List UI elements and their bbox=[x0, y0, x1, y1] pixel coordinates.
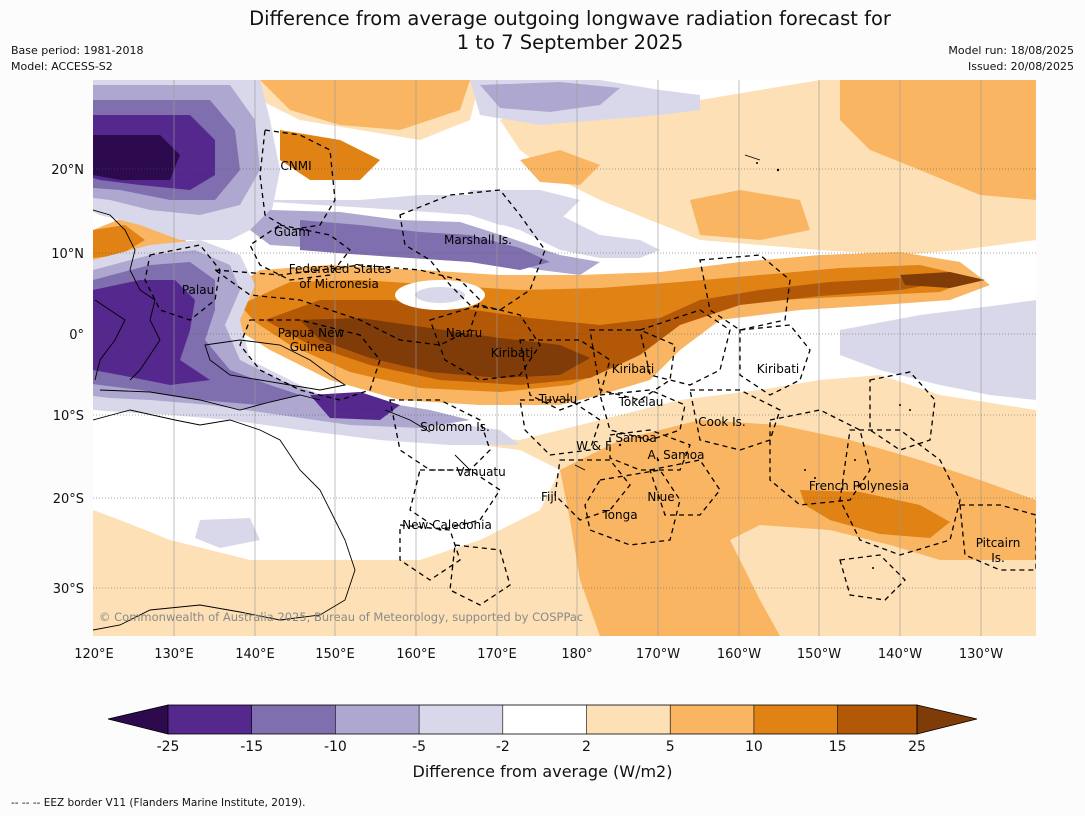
label-fiji: Fiji bbox=[541, 490, 557, 504]
lat-tick-label: 20°N bbox=[51, 163, 84, 178]
map-title-line2: 1 to 7 September 2025 bbox=[456, 31, 684, 54]
colorbar-high-extension bbox=[916, 704, 978, 735]
colorbar-segment bbox=[753, 705, 838, 734]
lon-tick-label: 130°E bbox=[154, 647, 194, 662]
label-cook-is: Cook Is. bbox=[698, 415, 745, 429]
lat-tick-label: 0° bbox=[69, 328, 84, 343]
lon-tick-label: 140°W bbox=[878, 647, 922, 662]
latitude-axis: 20°N 10°N 0° 10°S 20°S 30°S bbox=[51, 163, 84, 597]
colorbar-tick-label: 5 bbox=[666, 739, 675, 755]
model-run: Model run: 18/08/2025 bbox=[948, 44, 1074, 57]
label-kiribati-east: Kiribati bbox=[757, 362, 799, 376]
longitude-axis: 120°E 130°E 140°E 150°E 160°E 170°E 180°… bbox=[74, 647, 1003, 662]
label-png-line1: Papua New bbox=[278, 326, 345, 340]
meta-right: Model run: 18/08/2025 Issued: 20/08/2025 bbox=[948, 43, 1074, 75]
lat-tick-label: 10°S bbox=[53, 409, 84, 424]
label-png-line2: Guinea bbox=[290, 340, 333, 354]
colorbar-title: Difference from average (W/m2) bbox=[412, 762, 673, 781]
lon-tick-label: 170°E bbox=[477, 647, 517, 662]
lon-tick-label: 150°W bbox=[797, 647, 841, 662]
label-pitcairn-line1: Pitcairn bbox=[976, 536, 1021, 550]
lon-tick-label: 150°E bbox=[315, 647, 355, 662]
label-tokelau: Tokelau bbox=[618, 395, 664, 409]
island-dots bbox=[618, 162, 911, 569]
meta-left: Base period: 1981-2018 Model: ACCESS-S2 bbox=[11, 43, 143, 75]
anomaly-fill-orange bbox=[93, 80, 1036, 636]
lon-tick-label: 160°E bbox=[396, 647, 436, 662]
colorbar-segment bbox=[502, 705, 587, 734]
anomaly-fill-purple bbox=[93, 80, 1036, 548]
equatorial-band bbox=[215, 252, 990, 405]
colorbar-tick-label: 15 bbox=[829, 739, 847, 755]
label-solomon-is: Solomon Is. bbox=[420, 420, 490, 434]
lon-tick-label: 120°E bbox=[74, 647, 114, 662]
colorbar-tick-label: 25 bbox=[908, 739, 926, 755]
colorbar-ticks: -25 -15 -10 -5 -2 2 5 10 15 25 bbox=[157, 739, 926, 755]
label-cnmi: CNMI bbox=[280, 159, 311, 173]
colorbar-tick-label: -25 bbox=[157, 739, 180, 755]
colorbar-tick-label: 10 bbox=[745, 739, 763, 755]
label-palau: Palau bbox=[182, 283, 214, 297]
lon-tick-label: 160°W bbox=[717, 647, 761, 662]
lon-tick-label: 130°W bbox=[959, 647, 1003, 662]
colorbar-segment bbox=[335, 705, 420, 734]
colorbar-tick-label: -15 bbox=[240, 739, 263, 755]
colorbar-segment bbox=[837, 705, 917, 734]
colorbar-tick-label: -5 bbox=[412, 739, 426, 755]
colorbar-tick-label: -2 bbox=[496, 739, 510, 755]
lon-tick-label: 180° bbox=[561, 647, 592, 662]
label-new-caledonia: New Caledonia bbox=[402, 518, 492, 532]
label-fsm-line1: Federated States bbox=[289, 262, 391, 276]
label-pitcairn-line2: Is. bbox=[991, 551, 1005, 565]
label-wallis-futuna: W & F bbox=[576, 439, 612, 453]
lat-tick-label: 10°N bbox=[51, 247, 84, 262]
lon-tick-label: 140°E bbox=[235, 647, 275, 662]
map-title-line1: Difference from average outgoing longwav… bbox=[249, 7, 891, 30]
colorbar-frame bbox=[167, 704, 918, 735]
lon-tick-label: 170°W bbox=[636, 647, 680, 662]
label-tuvalu: Tuvalu bbox=[538, 392, 578, 406]
lat-tick-label: 30°S bbox=[53, 582, 84, 597]
colorbar-low-extension bbox=[107, 704, 169, 735]
copyright-notice: © Commonwealth of Australia 2025, Bureau… bbox=[99, 610, 583, 624]
grid-lines bbox=[93, 80, 1036, 636]
region-labels: CNMI Guam Marshall Is. Federated States … bbox=[182, 159, 1020, 565]
label-guam: Guam bbox=[274, 225, 310, 239]
colorbar-segment bbox=[168, 705, 252, 734]
model-name: Model: ACCESS-S2 bbox=[11, 60, 113, 73]
issued-date: Issued: 20/08/2025 bbox=[967, 60, 1074, 73]
colorbar-segment bbox=[419, 705, 503, 734]
label-marshall-is: Marshall Is. bbox=[444, 233, 512, 247]
colorbar: -25 -15 -10 -5 -2 2 5 10 15 25 bbox=[107, 704, 978, 755]
label-nauru: Nauru bbox=[446, 326, 482, 340]
label-kiribati-west: Kiribati bbox=[491, 346, 533, 360]
base-period: Base period: 1981-2018 bbox=[11, 44, 144, 57]
label-american-samoa: A. Samoa bbox=[648, 448, 705, 462]
label-vanuatu: Vanuatu bbox=[456, 465, 506, 479]
colorbar-segment bbox=[670, 705, 754, 734]
map-title: Difference from average outgoing longwav… bbox=[0, 7, 1085, 55]
label-samoa: Samoa bbox=[615, 431, 656, 445]
label-kiribati-central: Kiribati bbox=[612, 362, 654, 376]
coastlines bbox=[93, 154, 761, 631]
label-french-polynesia: French Polynesia bbox=[809, 479, 909, 493]
eez-footnote: -- -- -- EEZ border V11 (Flanders Marine… bbox=[11, 797, 306, 809]
colorbar-tick-label: 2 bbox=[582, 739, 591, 755]
colorbar-segment bbox=[251, 705, 336, 734]
eez-borders bbox=[144, 129, 1036, 606]
lat-tick-label: 20°S bbox=[53, 492, 84, 507]
label-tonga: Tonga bbox=[601, 508, 637, 522]
label-niue: Niue bbox=[647, 490, 674, 504]
map-area: © Commonwealth of Australia 2025, Bureau… bbox=[93, 80, 1036, 636]
colorbar-segment bbox=[586, 705, 671, 734]
label-fsm-line2: of Micronesia bbox=[299, 277, 379, 291]
colorbar-tick-label: -10 bbox=[324, 739, 347, 755]
